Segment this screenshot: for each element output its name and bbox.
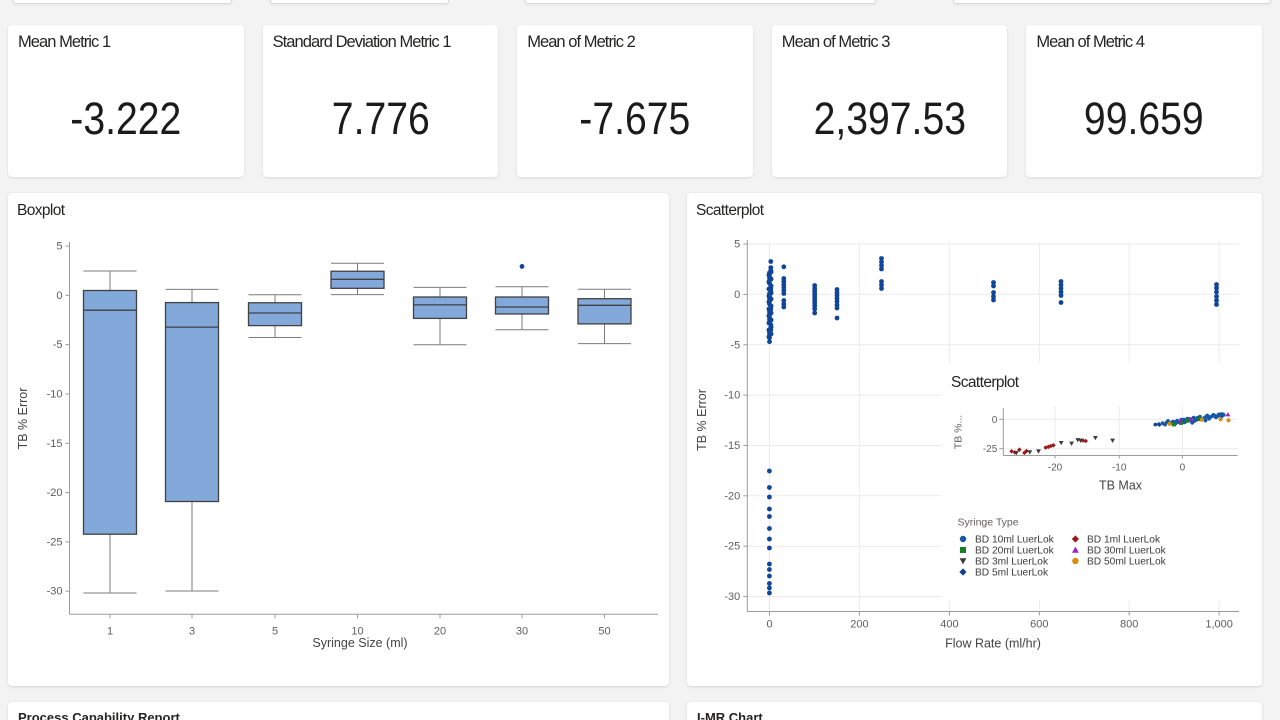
svg-text:BD 50ml LuerLok: BD 50ml LuerLok — [1087, 557, 1167, 568]
svg-text:TB %...: TB %... — [952, 415, 964, 449]
svg-text:BD 20ml LuerLok: BD 20ml LuerLok — [975, 546, 1055, 557]
svg-text:BD 10ml LuerLok: BD 10ml LuerLok — [975, 535, 1055, 546]
svg-text:30: 30 — [516, 626, 528, 638]
svg-text:-10: -10 — [47, 389, 63, 401]
svg-text:-30: -30 — [47, 586, 63, 598]
svg-text:0: 0 — [766, 619, 772, 631]
svg-text:3: 3 — [189, 626, 195, 638]
svg-text:TB Max: TB Max — [1099, 479, 1143, 493]
svg-text:5: 5 — [56, 241, 62, 253]
svg-text:Flow Rate (ml/hr): Flow Rate (ml/hr) — [945, 637, 1041, 651]
svg-text:-10: -10 — [1112, 463, 1127, 474]
svg-text:BD 3ml LuerLok: BD 3ml LuerLok — [975, 557, 1049, 568]
svg-text:-15: -15 — [724, 440, 740, 452]
svg-text:-20: -20 — [1048, 463, 1063, 474]
svg-text:5: 5 — [272, 626, 278, 638]
svg-text:10: 10 — [351, 626, 363, 638]
svg-text:400: 400 — [940, 619, 958, 631]
svg-text:-25: -25 — [983, 444, 998, 455]
svg-text:200: 200 — [850, 619, 868, 631]
svg-text:-20: -20 — [47, 487, 63, 499]
svg-text:Scatterplot: Scatterplot — [951, 374, 1020, 391]
svg-text:0: 0 — [1180, 463, 1186, 474]
svg-text:600: 600 — [1030, 619, 1048, 631]
svg-text:-5: -5 — [731, 339, 741, 351]
svg-text:BD 30ml LuerLok: BD 30ml LuerLok — [1087, 546, 1167, 557]
svg-text:-30: -30 — [724, 591, 740, 603]
svg-text:1: 1 — [107, 626, 113, 638]
svg-text:TB % Error: TB % Error — [695, 389, 709, 451]
svg-text:-15: -15 — [47, 438, 63, 450]
svg-text:50: 50 — [598, 626, 610, 638]
svg-text:-25: -25 — [724, 541, 740, 553]
svg-text:BD 5ml LuerLok: BD 5ml LuerLok — [975, 568, 1049, 579]
svg-text:1,000: 1,000 — [1205, 619, 1233, 631]
svg-text:0: 0 — [992, 415, 998, 426]
svg-text:0: 0 — [56, 290, 62, 302]
svg-text:TB % Error: TB % Error — [16, 388, 30, 450]
svg-text:Syringe Size (ml): Syringe Size (ml) — [312, 636, 407, 650]
svg-text:BD 1ml LuerLok: BD 1ml LuerLok — [1087, 535, 1161, 546]
svg-text:-20: -20 — [724, 490, 740, 502]
svg-text:20: 20 — [434, 626, 446, 638]
svg-text:800: 800 — [1120, 619, 1138, 631]
svg-text:-25: -25 — [47, 536, 63, 548]
svg-text:-10: -10 — [724, 390, 740, 402]
svg-text:5: 5 — [734, 239, 740, 251]
svg-text:0: 0 — [734, 289, 740, 301]
svg-text:-5: -5 — [53, 339, 63, 351]
svg-text:Syringe Type: Syringe Type — [958, 516, 1019, 528]
